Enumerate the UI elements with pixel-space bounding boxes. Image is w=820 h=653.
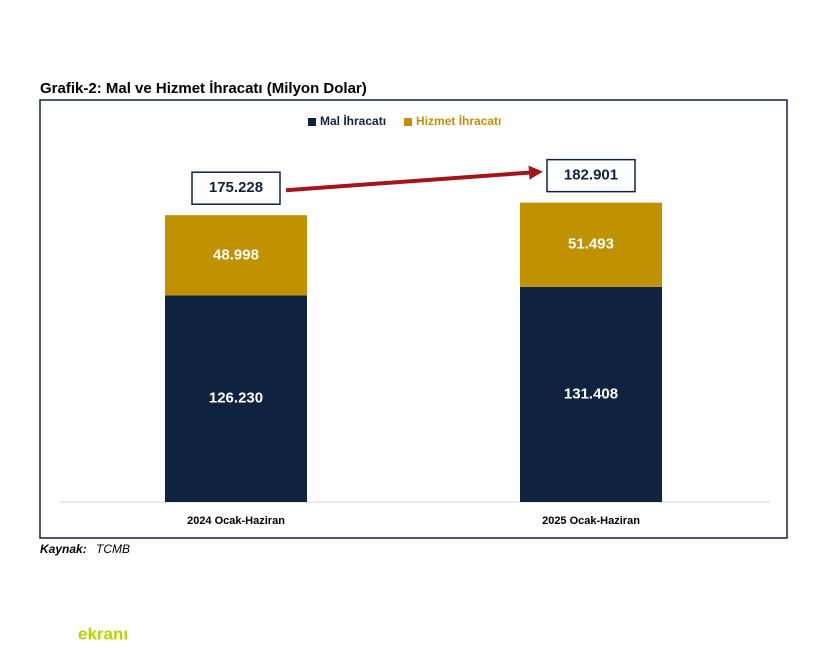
legend-swatch [308, 118, 316, 126]
source: TCMB [96, 542, 130, 556]
bar-segment [165, 295, 307, 502]
total-box [191, 171, 281, 205]
value-label: 126.230 [209, 390, 263, 407]
source-label: Kaynak: [40, 542, 87, 556]
x-tick-label: 2025 Ocak-Haziran [542, 515, 640, 527]
value-label: 51.493 [568, 236, 614, 253]
bar-segment [165, 215, 307, 296]
arrow-head [528, 165, 543, 180]
value-label: 48.998 [213, 246, 259, 263]
bar-segment [520, 202, 662, 287]
total-label: 182.901 [564, 167, 618, 184]
total-box [546, 158, 636, 193]
chart-title: Grafik-2: Mal ve Hizmet İhracatı (Milyon… [40, 80, 367, 97]
x-tick-label: 2024 Ocak-Haziran [187, 515, 285, 527]
total-label: 175.228 [209, 179, 263, 196]
trend-arrow [285, 170, 530, 193]
watermark: ekranı [78, 624, 128, 643]
legend-label: Mal İhracatı [320, 113, 386, 128]
legend-swatch [404, 118, 413, 126]
plot-frame [39, 99, 788, 539]
value-label: 131.408 [564, 385, 618, 402]
bar-segment [520, 286, 662, 502]
legend-label: Hizmet İhracatı [416, 113, 501, 128]
